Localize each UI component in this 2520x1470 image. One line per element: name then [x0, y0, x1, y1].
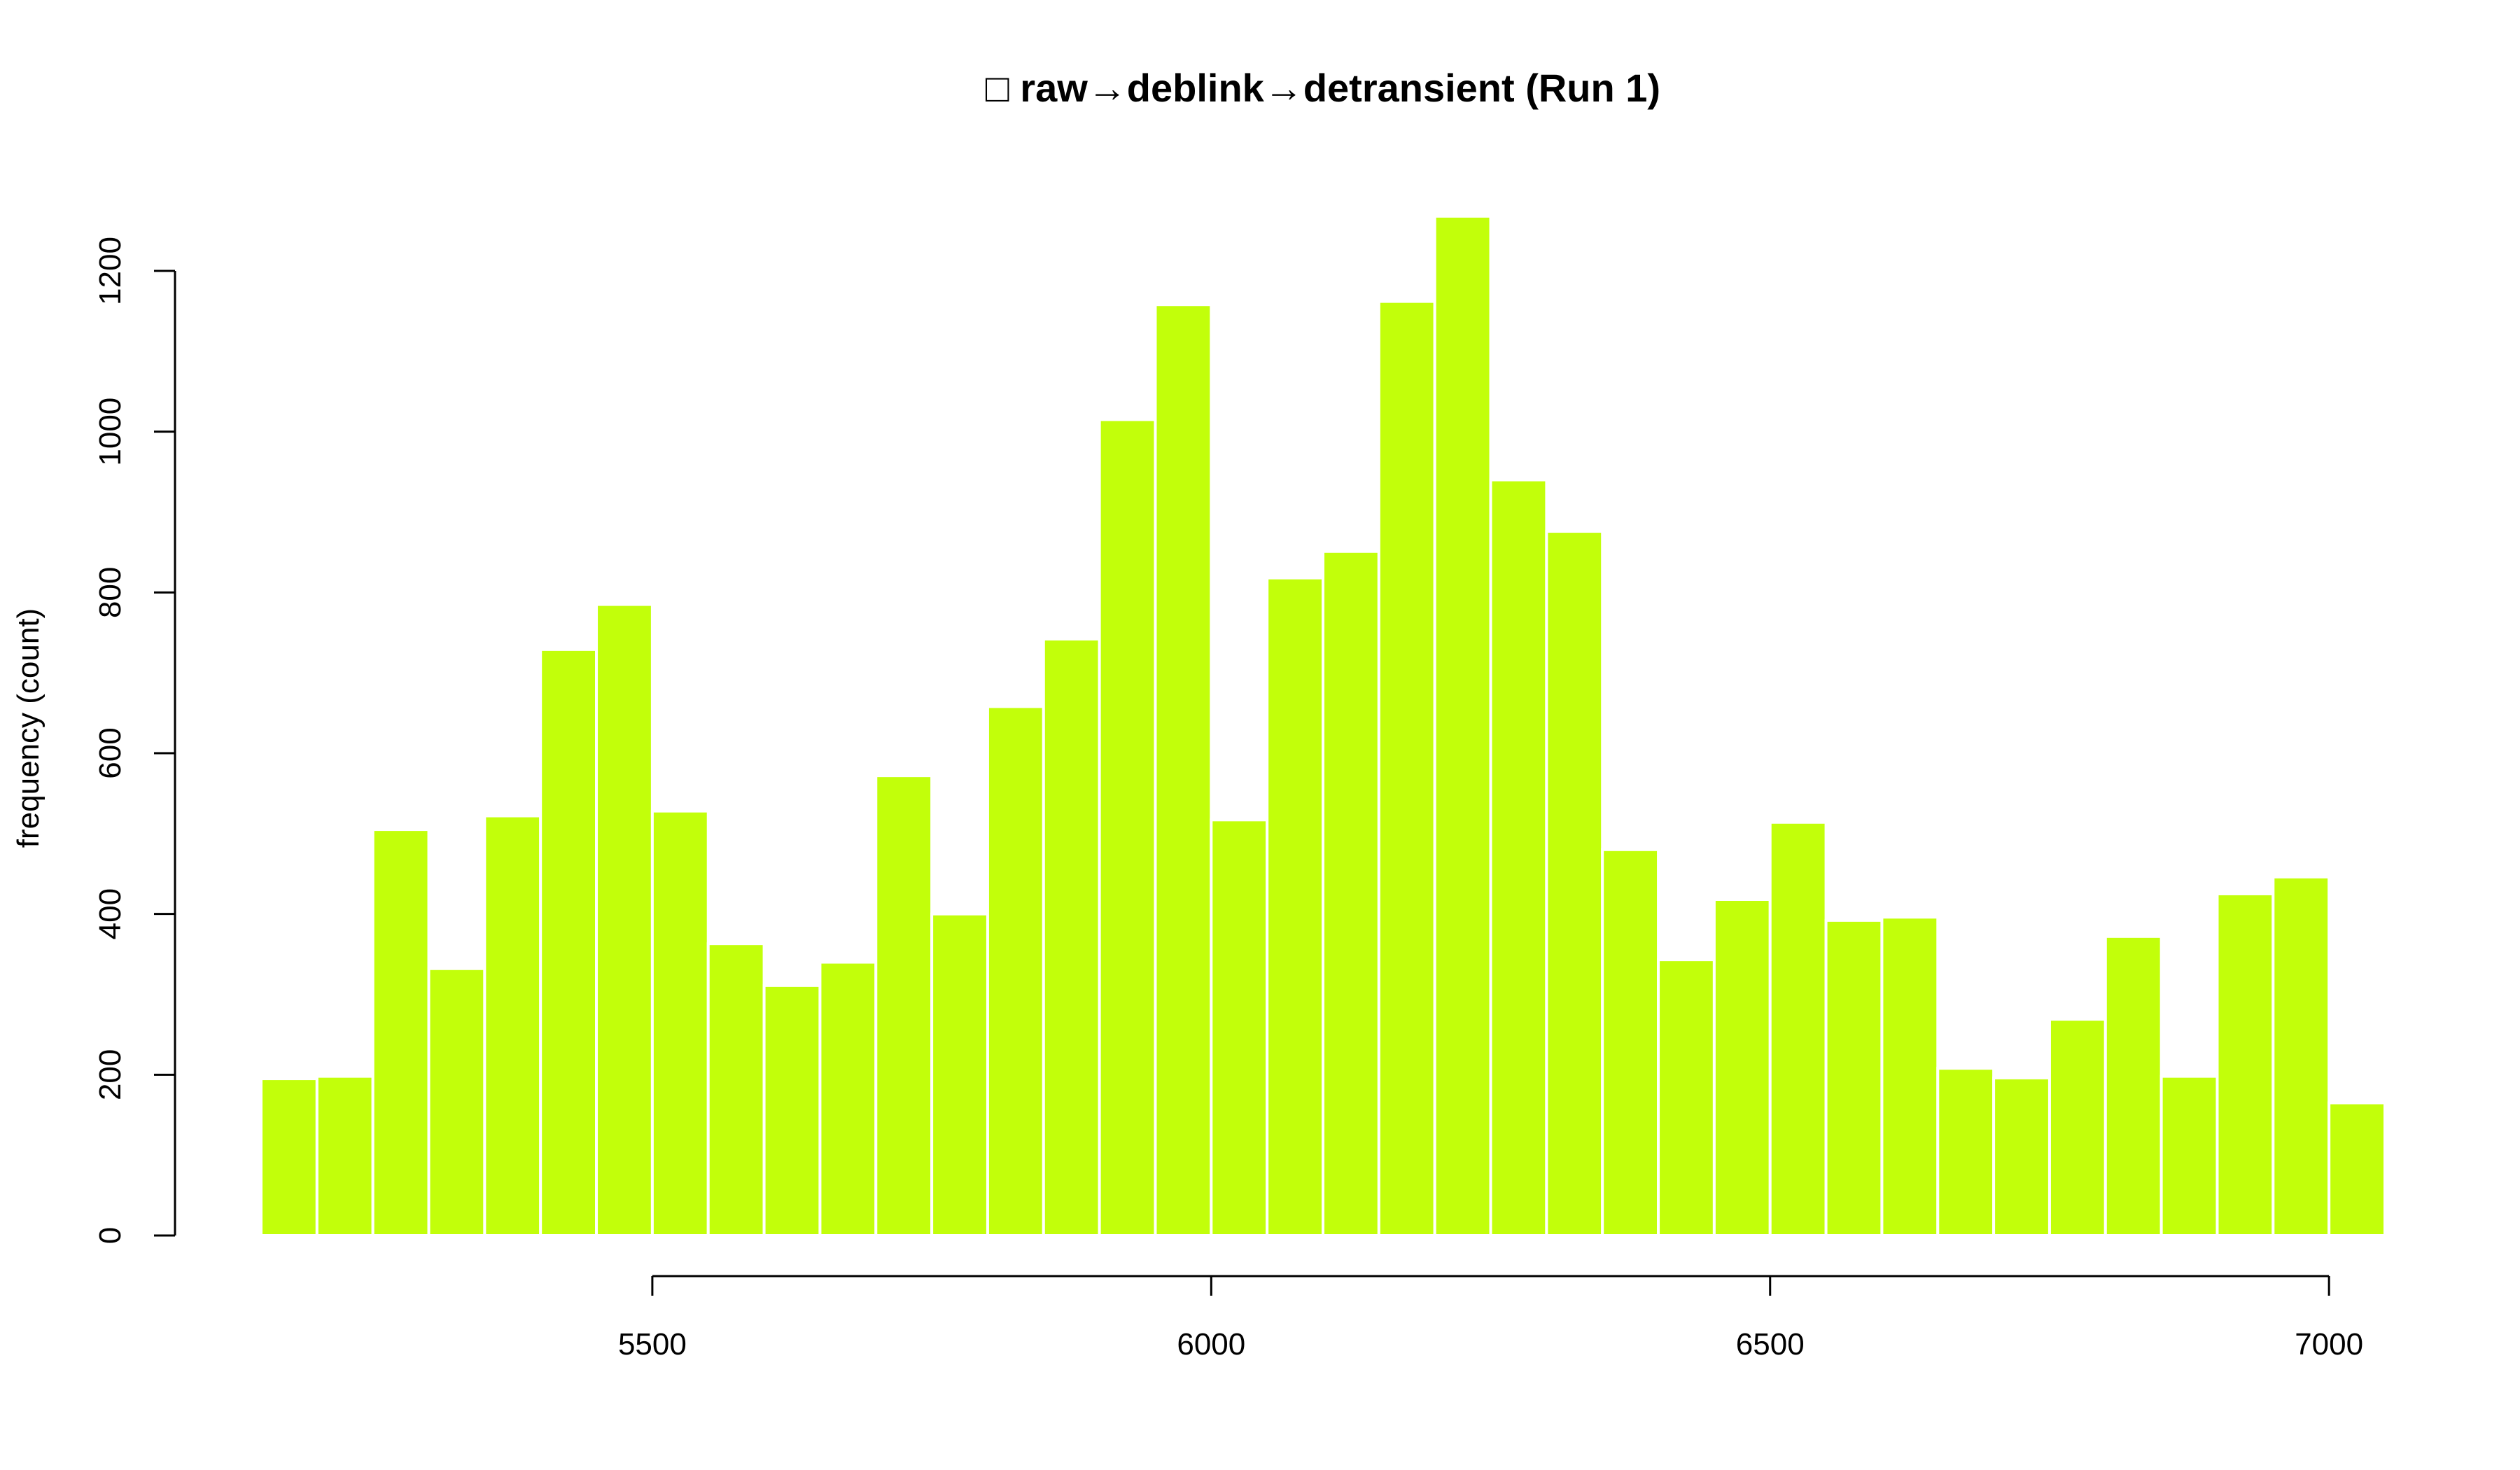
histogram-bar — [1489, 478, 1548, 1237]
histogram-bar — [1042, 637, 1101, 1237]
histogram-bar — [2328, 1101, 2387, 1238]
y-tick-label: 600 — [93, 727, 127, 778]
histogram-bar — [874, 774, 934, 1237]
histogram-bar — [2104, 934, 2163, 1237]
histogram-bar — [1098, 418, 1157, 1237]
y-tick-label: 400 — [93, 888, 127, 939]
x-tick-label: 6000 — [1177, 1327, 1245, 1362]
histogram-bar — [1266, 576, 1324, 1237]
histogram-bar — [2272, 875, 2331, 1238]
histogram-bar — [539, 648, 598, 1237]
histogram-bar — [1545, 530, 1604, 1237]
histogram-bar — [1433, 214, 1492, 1237]
y-tick-label: 0 — [93, 1227, 127, 1244]
histogram-bar — [1377, 300, 1436, 1237]
histogram-bar — [2047, 1018, 2107, 1238]
histogram-bar — [1601, 848, 1660, 1238]
histogram-bar — [315, 1074, 374, 1237]
histogram-bar — [762, 983, 822, 1237]
x-axis: 5500 6000 6500 7000 — [618, 1275, 2363, 1362]
histogram-bar — [1210, 818, 1269, 1237]
histogram-bar — [1936, 1067, 1996, 1237]
histogram-bar — [818, 960, 878, 1237]
histogram-bar — [595, 603, 654, 1237]
bars-group — [260, 214, 2387, 1238]
x-tick-label: 7000 — [2295, 1327, 2363, 1362]
y-axis-label: frequency (count) — [11, 608, 46, 848]
histogram-bar — [1712, 897, 1772, 1238]
x-tick-label: 5500 — [618, 1327, 687, 1362]
histogram-bar — [986, 705, 1045, 1237]
histogram-bar — [1880, 916, 1940, 1237]
histogram-bar — [1657, 958, 1716, 1238]
histogram-bar — [930, 912, 989, 1237]
histogram-bar — [1154, 303, 1213, 1238]
histogram-bar — [1824, 918, 1884, 1238]
histogram-bar — [1322, 550, 1380, 1237]
histogram-bar — [483, 814, 542, 1237]
chart-title: □ raw→deblink→detransient (Run 1) — [986, 66, 1660, 110]
histogram-bar — [2160, 1074, 2219, 1237]
histogram-bar — [650, 809, 710, 1238]
y-tick-label: 1200 — [93, 237, 127, 305]
histogram-bar — [706, 942, 766, 1238]
histogram-bar — [1768, 820, 1828, 1238]
histogram-bar — [371, 828, 430, 1237]
x-tick-label: 6500 — [1736, 1327, 1805, 1362]
histogram-bar — [427, 967, 486, 1237]
y-tick-label: 200 — [93, 1049, 127, 1100]
histogram-bar — [2216, 892, 2275, 1238]
y-tick-label: 1000 — [93, 398, 127, 466]
histogram-bar — [1992, 1076, 2051, 1237]
y-axis: 0 200 400 600 800 1000 1200 — [93, 237, 176, 1244]
y-tick-label: 800 — [93, 567, 127, 618]
histogram-bar — [260, 1077, 318, 1237]
